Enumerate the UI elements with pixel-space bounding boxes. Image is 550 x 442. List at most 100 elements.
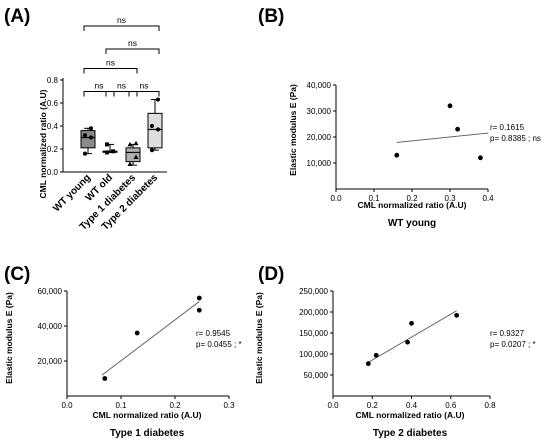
panel-d-xlabel: CML normalized ratio (A.U) [356, 410, 465, 420]
panel-c-x-tick-label: 0.2 [169, 401, 181, 410]
significance-label: ns [106, 58, 115, 68]
panel-c-data-point [196, 295, 202, 301]
panel-d-title: Type 2 diabetes [373, 428, 448, 439]
box-iqr [80, 130, 96, 149]
panel-c-title: Type 1 diabetes [110, 428, 185, 439]
panel-d-content [365, 310, 460, 367]
significance-bracket [83, 25, 160, 31]
panel-d-fit-line [368, 310, 457, 363]
panel-a-ylabel: CML normalized ratio (A.U) [38, 89, 48, 198]
panel-c-x-tick-label: 0.0 [61, 401, 73, 410]
panel-c-content [101, 295, 202, 381]
panel-b-y-tick-label: 30,000 [307, 107, 332, 116]
panel-c-letter: (C) [4, 264, 30, 285]
panel-d-axes: 0.0 0.2 0.4 0.6 0.8 50,000 100,000 150,000 200,0… [299, 287, 496, 410]
panel-d-data-point [454, 312, 460, 318]
significance-bracket [105, 48, 160, 54]
panel-c-y-tick-label: 20,000 [38, 357, 63, 366]
box-point [88, 135, 94, 140]
significance-bracket [83, 68, 138, 74]
panel-d-x-tick-label: 0.6 [445, 401, 457, 410]
panel-b-content [394, 103, 489, 161]
panel-d-data-point [405, 339, 410, 345]
panel-d-data-point [365, 361, 371, 367]
box-point [105, 150, 109, 155]
panel-c-axes: 0.0 0.1 0.2 0.3 20,000 40,000 60,000 [38, 287, 236, 410]
panel-c-x-tick-label: 0.3 [223, 401, 235, 410]
box-point [127, 141, 133, 147]
panel-b-x-tick-label: 0.0 [330, 194, 342, 203]
panel-b-letter: (B) [258, 6, 284, 27]
panel-d-letter: (D) [258, 264, 284, 285]
panel-b-data-point [478, 155, 483, 161]
panel-b-title: WT young [388, 218, 436, 229]
panel-c-fit-line [101, 301, 200, 376]
panel-b-y-tick-label: 40,000 [307, 81, 332, 90]
significance-bracket [128, 91, 160, 97]
significance-bracket [83, 91, 115, 97]
panel-d-stat-p: p= 0.0207 ; * [490, 340, 536, 349]
panel-c-y-tick-label: 40,000 [38, 322, 63, 331]
panel-c-y-tick-label: 60,000 [38, 287, 63, 296]
panel-b: (B) 0.0 0.1 0.2 0.3 0.4 10,000 20,000 30,000 40,… [258, 6, 541, 229]
panel-b-axes: 0.0 0.1 0.2 0.3 0.4 10,000 20,000 30,000 40,000 [307, 81, 495, 203]
panel-c-data-point [102, 376, 108, 381]
box-iqr [125, 147, 141, 163]
panel-b-data-point [455, 126, 460, 132]
significance-label: ns [117, 81, 126, 91]
panel-d-y-tick-label: 250,000 [299, 287, 328, 296]
panel-b-y-tick-label: 10,000 [307, 159, 332, 168]
panel-a-axes: 0.0 0.2 0.4 0.6 0.8 [47, 76, 167, 177]
box-point [105, 142, 109, 147]
significance-label: ns [128, 38, 137, 48]
panel-a-y-tick-label: 0.4 [47, 122, 59, 131]
box-point [133, 140, 139, 146]
panel-a-y-tick-label: 0.8 [47, 76, 59, 85]
panel-d-data-point [409, 320, 414, 326]
panel-c-stat-r: r= 0.9545 [196, 329, 231, 338]
panel-d-y-tick-label: 150,000 [299, 329, 328, 338]
panel-a-y-tick-label: 0.6 [47, 99, 59, 108]
box-point [149, 123, 155, 129]
panel-b-stat-p: p= 0.8385 ; ns [490, 134, 541, 143]
panel-d-y-tick-label: 100,000 [299, 350, 328, 359]
panel-b-x-tick-label: 0.4 [482, 194, 494, 203]
panel-c-xlabel: CML normalized ratio (A.U) [93, 410, 202, 420]
box-point [155, 127, 161, 132]
box-point [82, 133, 88, 138]
panel-d-y-tick-label: 50,000 [304, 371, 329, 380]
panel-c: (C) 0.0 0.1 0.2 0.3 20,000 40,000 60,000 CML n… [4, 264, 242, 439]
panel-a-letter: (A) [4, 6, 30, 27]
box-point [155, 97, 161, 102]
panel-d: (D) 0.0 0.2 0.4 0.6 0.8 50,000 100,000 150,000 2… [254, 264, 536, 439]
box-point [149, 148, 155, 153]
box-point [127, 161, 133, 166]
panel-b-y-tick-label: 20,000 [307, 133, 332, 142]
panel-d-stat-r: r= 0.9327 [490, 329, 525, 338]
panel-d-x-tick-label: 0.0 [327, 401, 339, 410]
box-point [82, 151, 88, 156]
box-point [111, 149, 115, 154]
panel-d-data-point [373, 352, 379, 358]
panel-b-stat-r: r= 0.1615 [490, 123, 525, 132]
panel-a-y-tick-label: 0.0 [47, 168, 59, 177]
panel-d-x-tick-label: 0.4 [406, 401, 418, 410]
significance-label: ns [140, 81, 149, 91]
panel-d-ylabel: Elastic modulus E (Pa) [254, 292, 264, 384]
box-iqr [147, 112, 163, 149]
significance-bracket [105, 91, 138, 97]
box-point [133, 154, 139, 160]
panel-b-data-point [447, 103, 453, 109]
panel-c-data-point [196, 307, 202, 313]
panel-c-data-point [134, 330, 140, 336]
box-point [88, 126, 94, 131]
panel-d-x-tick-label: 0.2 [367, 401, 379, 410]
panel-b-data-point [394, 152, 400, 158]
panel-b-fit-line [396, 132, 489, 143]
panel-b-xlabel: CML normalized ratio (A.U) [358, 200, 467, 210]
panel-b-x-tick-label: 0.3 [444, 194, 456, 203]
panel-d-y-tick-label: 200,000 [299, 308, 328, 317]
